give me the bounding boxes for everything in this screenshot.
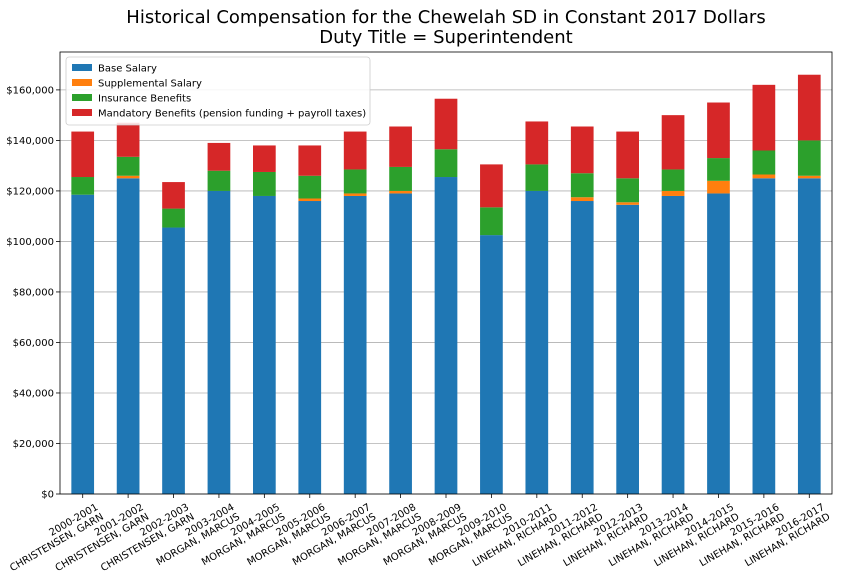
bar-segment-mandatory — [253, 145, 276, 172]
bar-segment-base — [661, 195, 685, 495]
bar-segment-supplemental — [616, 202, 639, 205]
bar-segment-insurance — [298, 175, 322, 199]
bar-segment-supplemental — [797, 175, 821, 179]
bar-segment-mandatory — [480, 164, 503, 208]
bar-segment-insurance — [707, 158, 730, 181]
bar-segment-insurance — [343, 169, 367, 194]
bar-segment-mandatory — [116, 122, 140, 157]
bar-segment-base — [253, 195, 276, 495]
bar-segment-base — [752, 178, 776, 495]
y-tick-label: $140,000 — [6, 136, 54, 147]
bar-segment-mandatory — [389, 126, 412, 167]
bar-segment-insurance — [116, 156, 140, 176]
bar-segment-base — [71, 194, 95, 494]
bar-segment-insurance — [71, 177, 95, 195]
bar-segment-base — [162, 227, 185, 494]
bar-segment-insurance — [480, 207, 503, 236]
bar-segment-insurance — [162, 208, 185, 228]
chart-title-line-1: Historical Compensation for the Chewelah… — [126, 7, 766, 28]
legend-swatch — [72, 64, 92, 71]
bar-segment-mandatory — [616, 131, 639, 179]
bar-segment-insurance — [207, 170, 231, 191]
y-tick-label: $60,000 — [13, 338, 54, 349]
bar-segment-supplemental — [389, 190, 412, 194]
bar-segment-mandatory — [707, 102, 730, 159]
bar-segment-mandatory — [797, 74, 821, 141]
bar-segment-insurance — [616, 178, 639, 203]
bar-segment-mandatory — [661, 115, 685, 170]
bar-segment-mandatory — [525, 121, 549, 165]
bar-segment-mandatory — [570, 126, 594, 174]
y-tick-label: $160,000 — [6, 85, 54, 96]
chart-title-line-2: Duty Title = Superintendent — [319, 27, 573, 48]
y-tick-label: $100,000 — [6, 237, 54, 248]
bar-segment-insurance — [570, 173, 594, 198]
bar-segment-insurance — [797, 140, 821, 176]
bar-segment-base — [207, 190, 231, 494]
bar-segment-supplemental — [707, 180, 730, 194]
bar-segment-base — [389, 193, 412, 494]
y-tick-label: $80,000 — [13, 287, 54, 298]
bar-segment-insurance — [253, 171, 276, 196]
bar-segment-mandatory — [162, 182, 185, 209]
bar-segment-base — [525, 190, 549, 494]
bar-segment-base — [434, 177, 458, 494]
bar-segment-base — [480, 235, 503, 494]
bar-segment-mandatory — [207, 142, 231, 171]
bar-segment-insurance — [389, 166, 412, 191]
legend-label: Supplemental Salary — [98, 79, 202, 90]
bar-segment-supplemental — [752, 174, 776, 179]
bar-segment-insurance — [525, 164, 549, 191]
bar-segment-mandatory — [343, 131, 367, 170]
legend-box — [65, 56, 371, 126]
bar-segment-supplemental — [570, 197, 594, 202]
bar-segment-base — [570, 201, 594, 494]
legend-swatch — [72, 94, 92, 101]
bar-segment-mandatory — [434, 98, 458, 150]
bars — [71, 74, 821, 495]
y-tick-label: $120,000 — [6, 186, 54, 197]
bar-segment-supplemental — [116, 175, 140, 179]
legend-label: Base Salary — [98, 64, 157, 75]
y-tick-label: $0 — [41, 490, 54, 501]
bar-segment-insurance — [752, 150, 776, 175]
bar-segment-mandatory — [71, 131, 95, 178]
bar-segment-supplemental — [298, 198, 322, 202]
legend-label: Mandatory Benefits (pension funding + pa… — [98, 109, 366, 120]
bar-segment-supplemental — [661, 190, 685, 196]
bar-segment-base — [116, 178, 140, 495]
bar-segment-base — [343, 195, 367, 495]
chart-title: Historical Compensation for the Chewelah… — [0, 8, 864, 48]
bar-segment-insurance — [434, 149, 458, 178]
plot-frame — [59, 51, 833, 495]
bar-segment-mandatory — [752, 84, 776, 151]
bar-segment-mandatory — [298, 145, 322, 176]
bar-segment-base — [298, 201, 322, 494]
bar-segment-insurance — [661, 169, 685, 191]
legend-swatch — [72, 109, 92, 116]
y-tick-label: $40,000 — [13, 388, 54, 399]
bar-segment-supplemental — [343, 193, 367, 196]
bar-segment-base — [616, 204, 639, 494]
legend-label: Insurance Benefits — [98, 94, 191, 105]
bar-segment-base — [707, 193, 730, 494]
legend-swatch — [72, 79, 92, 86]
legend: Base Salary Supplemental Salary Insurance … — [65, 56, 371, 126]
bar-segment-base — [797, 178, 821, 495]
y-tick-label: $20,000 — [13, 439, 54, 450]
